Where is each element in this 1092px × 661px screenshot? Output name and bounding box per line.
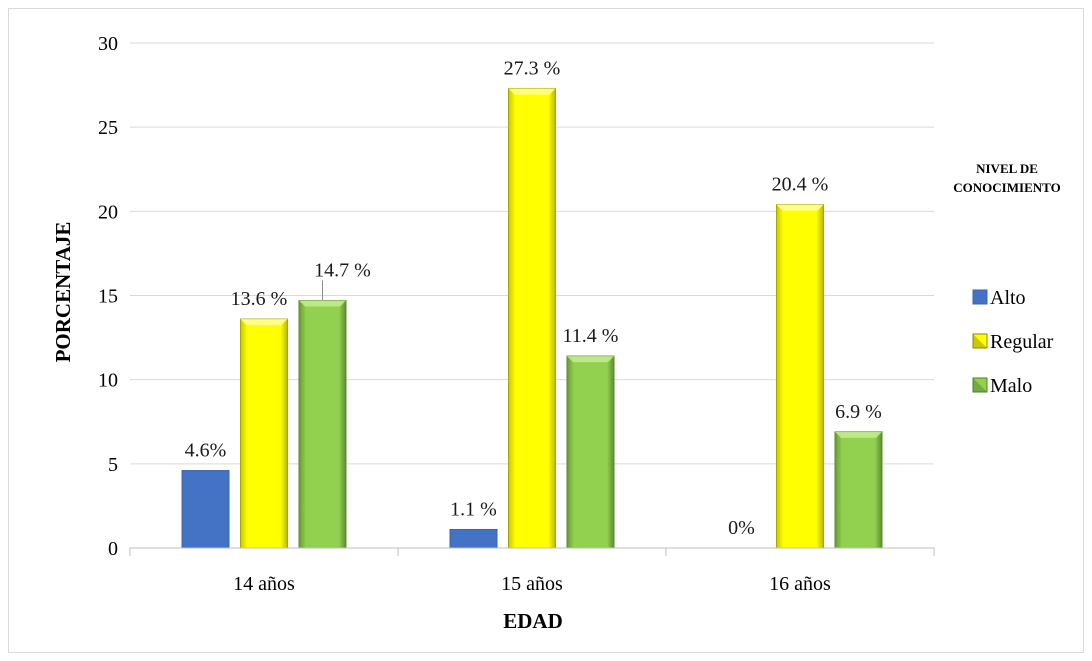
bar-malo — [298, 300, 347, 549]
data-label-regular: 27.3 % — [504, 57, 561, 79]
y-tick-label: 15 — [98, 286, 118, 308]
axes: EDAD PORCENTAJE 0 5 10 15 20 25 30 14 años 15 añ… — [51, 33, 935, 633]
y-tick-label: 20 — [98, 201, 118, 223]
bar-malo — [834, 431, 883, 549]
y-tick-label: 0 — [108, 538, 118, 560]
bars — [181, 87, 883, 549]
data-label-malo: 11.4 % — [563, 325, 619, 347]
data-label-malo: 6.9 % — [835, 401, 882, 423]
y-tick-label: 5 — [108, 454, 118, 476]
x-tick-label: 14 años — [233, 573, 295, 595]
bar-malo-bevel — [299, 300, 346, 307]
legend-swatch-alto — [972, 289, 988, 305]
data-label-malo: 14.7 % — [314, 260, 371, 282]
bar-regular — [508, 87, 556, 549]
bar-regular-bevel — [508, 88, 556, 95]
legend-title-line-1: NIVEL DE — [976, 161, 1038, 176]
data-label-alto: 4.6% — [185, 440, 227, 462]
bar-alto — [449, 528, 498, 549]
legend-label-malo: Malo — [990, 375, 1032, 397]
bar-regular-bevel — [240, 319, 288, 326]
legend: NIVEL DE CONOCIMIENTO Alto Regular Malo — [953, 161, 1060, 397]
bar-malo-bevel — [567, 356, 614, 363]
bar-alto — [181, 470, 230, 549]
bar-malo — [566, 355, 615, 549]
bar-regular-bevel — [776, 204, 824, 211]
data-label-alto: 0% — [728, 517, 755, 539]
data-label-regular: 20.4 % — [772, 174, 829, 196]
bar-regular — [240, 318, 288, 549]
bar-malo-bevel — [835, 431, 882, 438]
y-tick-label: 30 — [98, 33, 118, 55]
y-tick-label: 25 — [98, 117, 118, 139]
legend-swatch-shade-regular — [973, 334, 987, 348]
x-tick-label: 16 años — [769, 573, 831, 595]
legend-swatch-malo — [972, 377, 988, 393]
legend-swatch-regular — [972, 333, 988, 349]
legend-swatch-shade-malo — [973, 378, 987, 392]
y-tick-label: 10 — [98, 370, 118, 392]
legend-title-line-2: CONOCIMIENTO — [953, 180, 1060, 195]
legend-label-alto: Alto — [990, 287, 1026, 309]
data-label-alto: 1.1 % — [450, 498, 497, 520]
data-labels: 4.6% 1.1 % 0% 13.6 % 27.3 % 20.4 % 14.7 % 11.4 … — [185, 57, 882, 539]
legend-label-regular: Regular — [990, 331, 1054, 353]
bar-regular — [776, 204, 824, 549]
x-axis-title: EDAD — [503, 609, 563, 633]
data-label-regular: 13.6 % — [231, 288, 288, 310]
y-axis-title: PORCENTAJE — [51, 222, 75, 363]
x-tick-label: 15 años — [501, 573, 563, 595]
chart-frame — [8, 8, 1084, 653]
